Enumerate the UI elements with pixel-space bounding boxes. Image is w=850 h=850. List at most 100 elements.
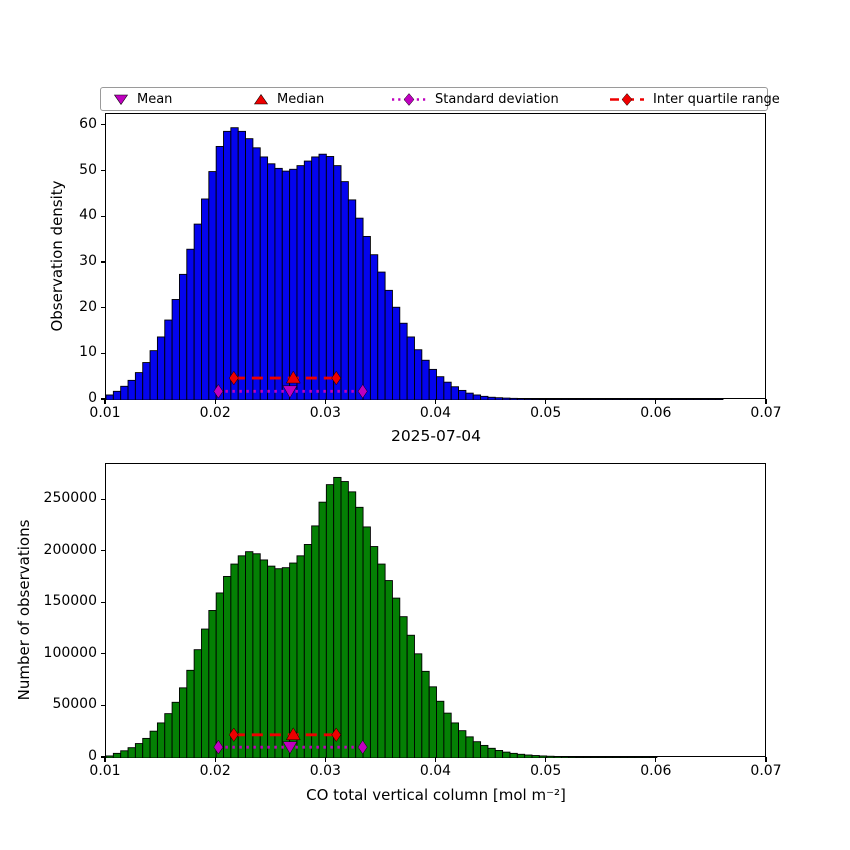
- y-tick-label: 40: [79, 207, 97, 224]
- histogram-bar: [715, 398, 724, 400]
- histogram-bar: [127, 747, 136, 758]
- histogram-bar: [575, 756, 584, 758]
- y-tick-label: 50000: [52, 696, 97, 713]
- legend-item-iqr: Inter quartile range: [609, 88, 780, 110]
- x-tick-label: 0.01: [89, 405, 121, 421]
- histogram-bar: [458, 730, 467, 758]
- histogram-bar: [678, 398, 687, 400]
- y-tick-mark: [100, 550, 105, 552]
- top-histogram-svg: [106, 127, 724, 400]
- y-tick-label: 60: [79, 115, 97, 132]
- histogram-bar: [106, 394, 114, 400]
- histogram-bar: [289, 168, 298, 400]
- histogram-bar: [142, 737, 151, 758]
- histogram-bar: [377, 563, 386, 758]
- x-tick-mark: [434, 757, 437, 762]
- histogram-bar: [237, 555, 247, 758]
- legend-item-median: Median: [253, 88, 324, 110]
- x-tick-mark: [324, 757, 326, 762]
- y-tick-mark: [100, 756, 105, 758]
- histogram-bar: [406, 336, 415, 400]
- x-tick-mark: [214, 757, 216, 762]
- y-tick-mark: [100, 261, 105, 263]
- histogram-bar: [347, 199, 357, 400]
- histogram-bar: [340, 481, 349, 758]
- y-tick-label: 200000: [43, 541, 97, 558]
- histogram-bar: [612, 756, 621, 758]
- y-tick-mark: [100, 352, 105, 354]
- histogram-bar: [186, 248, 195, 400]
- histogram-bar: [700, 398, 709, 400]
- histogram-bar: [171, 299, 180, 400]
- x-tick-mark: [434, 399, 437, 404]
- histogram-bar: [267, 565, 276, 758]
- mean-marker: [282, 741, 298, 755]
- histogram-bar: [384, 580, 393, 758]
- histogram-bar: [627, 398, 636, 400]
- y-tick-mark: [100, 704, 105, 706]
- histogram-bar: [604, 756, 614, 758]
- histogram-bar: [318, 153, 327, 400]
- histogram-bar: [546, 398, 555, 400]
- legend-item-std: Standard deviation: [391, 88, 559, 110]
- histogram-bar: [568, 398, 577, 400]
- histogram-bar: [450, 386, 460, 400]
- histogram-bar: [421, 670, 430, 758]
- histogram-bar: [325, 156, 335, 400]
- x-tick-mark: [545, 757, 547, 762]
- histogram-bar: [237, 130, 247, 400]
- histogram-bar: [149, 730, 158, 758]
- x-tick-label: 0.04: [419, 405, 452, 421]
- histogram-bar: [193, 649, 202, 758]
- histogram-bar: [296, 555, 305, 758]
- histogram-bar: [619, 756, 628, 758]
- histogram-bar: [369, 254, 379, 400]
- histogram-bar: [480, 395, 489, 400]
- histogram-bar: [296, 165, 305, 400]
- histogram-bar: [436, 376, 445, 400]
- x-tick-mark: [655, 757, 657, 762]
- y-tick-label: 0: [88, 390, 97, 406]
- histogram-bar: [281, 567, 291, 758]
- histogram-bar: [685, 398, 695, 400]
- histogram-bar: [560, 756, 570, 758]
- histogram-bar: [582, 756, 592, 758]
- histogram-bar: [494, 397, 504, 400]
- x-tick-label: 0.06: [640, 405, 672, 421]
- histogram-bar: [414, 349, 423, 400]
- histogram-bar: [480, 744, 489, 758]
- median-marker: [285, 370, 301, 384]
- y-tick-label: 10: [79, 344, 97, 361]
- x-tick-mark: [214, 399, 216, 404]
- triangle-down-icon: [113, 94, 129, 105]
- histogram-bar: [355, 217, 364, 400]
- histogram-bar: [641, 756, 650, 758]
- histogram-bar: [627, 756, 636, 758]
- histogram-bar: [230, 127, 239, 400]
- x-axis-label: CO total vertical column [mol m⁻²]: [306, 786, 566, 804]
- histogram-bar: [671, 398, 680, 400]
- stat-diamond-marker: [213, 384, 224, 399]
- histogram-bar: [465, 392, 474, 400]
- x-tick-mark: [765, 757, 767, 762]
- y-tick-label: 20: [79, 298, 97, 315]
- histogram-bar: [318, 501, 327, 758]
- histogram-bar: [281, 170, 291, 400]
- histogram-bar: [641, 398, 650, 400]
- histogram-bar: [156, 722, 166, 758]
- bottom-histogram-svg: [106, 476, 658, 758]
- histogram-bar: [215, 145, 224, 400]
- histogram-bar: [340, 181, 349, 400]
- histogram-bar: [384, 289, 393, 400]
- y-tick-mark: [100, 601, 105, 603]
- histogram-bar: [619, 398, 628, 400]
- median-marker: [285, 727, 301, 741]
- histogram-bar: [450, 722, 460, 758]
- histogram-bar: [656, 398, 665, 400]
- y-tick-mark: [100, 653, 105, 655]
- histogram-bar: [399, 322, 408, 400]
- histogram-bar: [399, 616, 408, 758]
- x-tick-mark: [104, 399, 106, 404]
- x-tick-label: 0.07: [750, 405, 782, 421]
